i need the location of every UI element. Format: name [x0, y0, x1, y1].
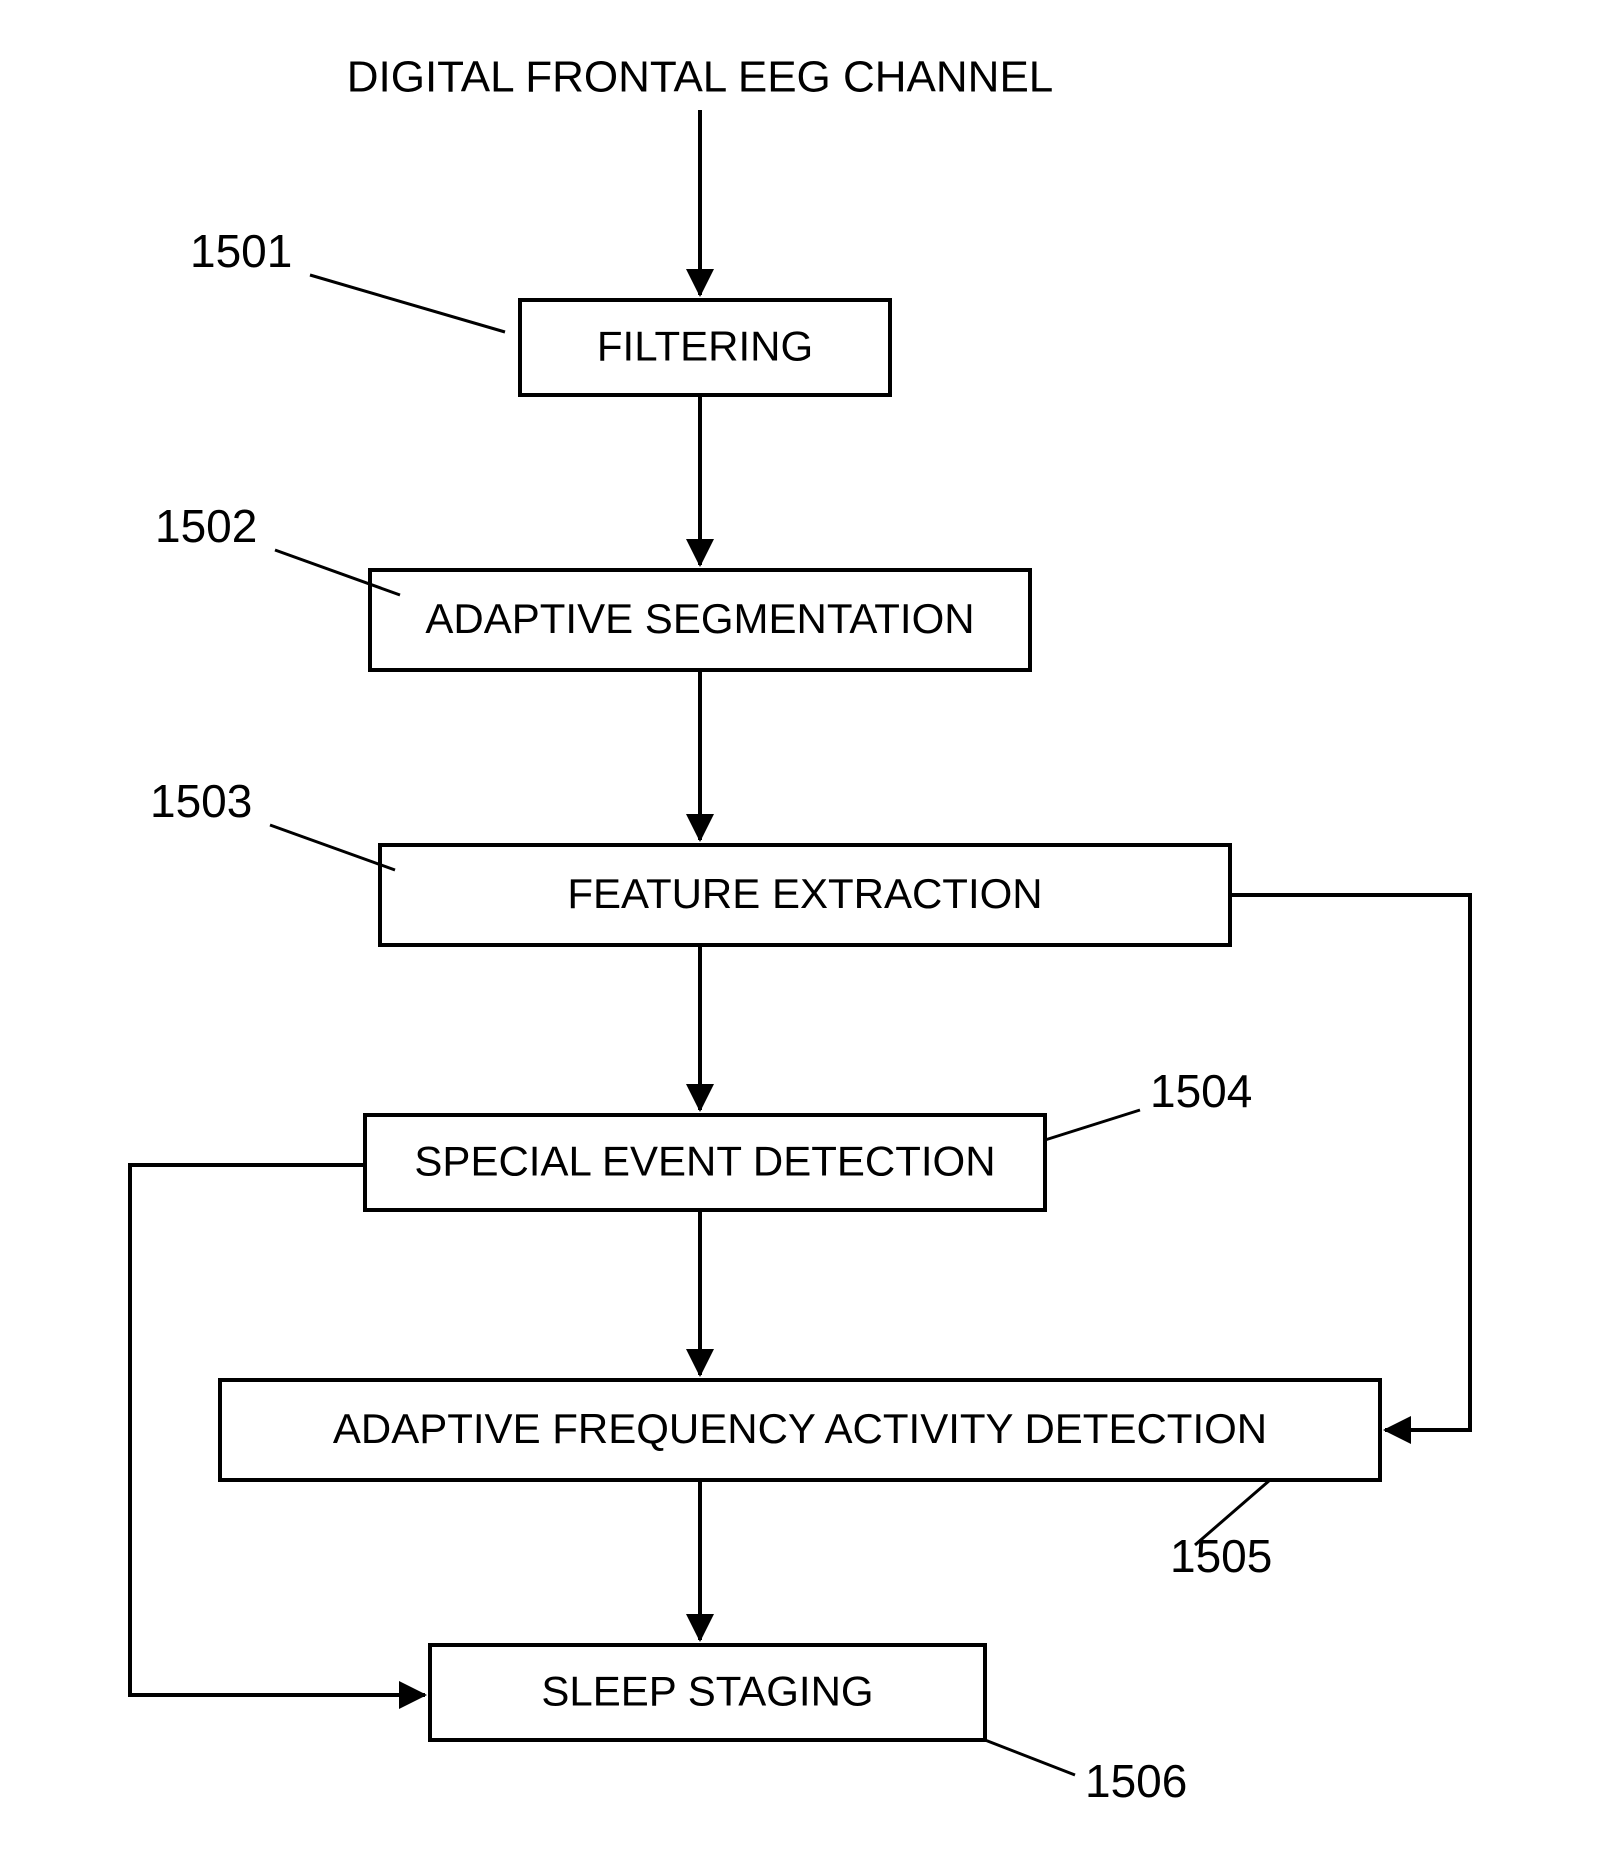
node-sleep: SLEEP STAGING 1506 [430, 1645, 1187, 1807]
node-label-sleep: SLEEP STAGING [541, 1668, 873, 1715]
ref-label-segmentation: 1502 [155, 500, 257, 552]
node-label-segmentation: ADAPTIVE SEGMENTATION [425, 595, 974, 642]
node-label-freq: ADAPTIVE FREQUENCY ACTIVITY DETECTION [333, 1405, 1267, 1452]
ref-label-sleep: 1506 [1085, 1755, 1187, 1807]
node-label-feature: FEATURE EXTRACTION [567, 870, 1042, 917]
title-text: DIGITAL FRONTAL EEG CHANNEL [347, 53, 1054, 102]
node-label-filtering: FILTERING [597, 323, 813, 370]
node-segmentation: ADAPTIVE SEGMENTATION 1502 [155, 500, 1030, 670]
ref-leader-special [1045, 1110, 1140, 1140]
ref-leader-filtering [310, 275, 505, 332]
ref-label-special: 1504 [1150, 1065, 1252, 1117]
node-freq: ADAPTIVE FREQUENCY ACTIVITY DETECTION 150… [220, 1380, 1380, 1582]
ref-label-filtering: 1501 [190, 225, 292, 277]
ref-leader-feature [270, 825, 395, 870]
ref-label-freq: 1505 [1170, 1530, 1272, 1582]
node-special: SPECIAL EVENT DETECTION 1504 [365, 1065, 1252, 1210]
node-feature: FEATURE EXTRACTION 1503 [150, 775, 1230, 945]
node-filtering: FILTERING 1501 [190, 225, 890, 395]
ref-label-feature: 1503 [150, 775, 252, 827]
ref-leader-sleep [985, 1740, 1075, 1775]
node-label-special: SPECIAL EVENT DETECTION [414, 1138, 995, 1185]
side-connector-0 [1230, 895, 1470, 1430]
